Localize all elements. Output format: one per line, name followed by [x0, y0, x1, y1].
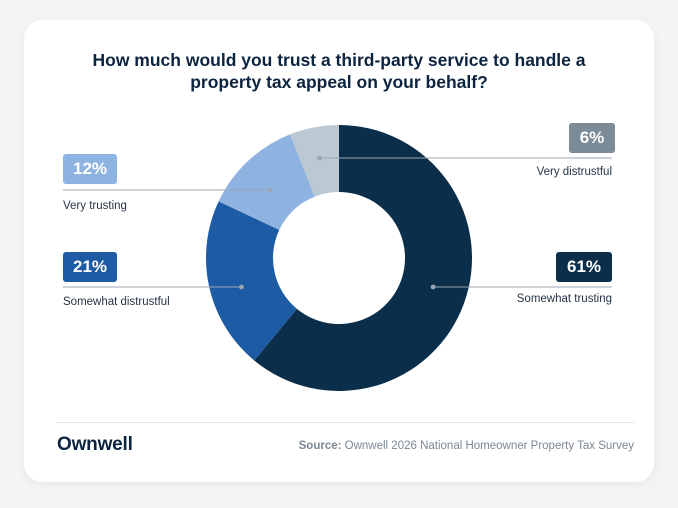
chart-title-line-1: How much would you trust a third-party s… — [92, 50, 586, 70]
donut-slice-very-distrustful — [290, 125, 339, 197]
donut-slice-somewhat-distrustful — [206, 201, 297, 361]
chart-title-line-2: property tax appeal on your behalf? — [190, 72, 488, 92]
footer-divider — [57, 422, 634, 423]
badge-somewhat-distrustful: 21% — [63, 252, 117, 282]
leader-dot-somewhat-distrustful — [239, 284, 244, 290]
badge-very-trusting: 12% — [63, 154, 117, 184]
brand-logo: Ownwell — [57, 434, 133, 455]
label-somewhat-trusting: Somewhat trusting — [516, 293, 612, 305]
source-note: Source: Ownwell 2026 National Homeowner … — [299, 440, 634, 452]
badge-very-distrustful: 6% — [569, 123, 615, 153]
label-very-distrustful: Very distrustful — [536, 166, 612, 178]
source-label: Source: — [298, 440, 342, 452]
label-somewhat-distrustful: Somewhat distrustful — [63, 296, 170, 308]
donut-slice-somewhat-trusting — [254, 125, 473, 391]
leader-dot-very-distrustful — [317, 155, 322, 161]
chart-card — [24, 20, 654, 482]
badge-somewhat-trusting: 61% — [556, 252, 612, 282]
source-text: Ownwell 2026 National Homeowner Property… — [341, 440, 634, 452]
chart-title: How much would you trust a third-party s… — [0, 49, 678, 93]
leader-dot-very-trusting — [268, 187, 273, 193]
donut-slice-very-trusting — [218, 134, 315, 230]
label-very-trusting: Very trusting — [63, 200, 127, 212]
leader-dot-somewhat-trusting — [430, 284, 436, 290]
